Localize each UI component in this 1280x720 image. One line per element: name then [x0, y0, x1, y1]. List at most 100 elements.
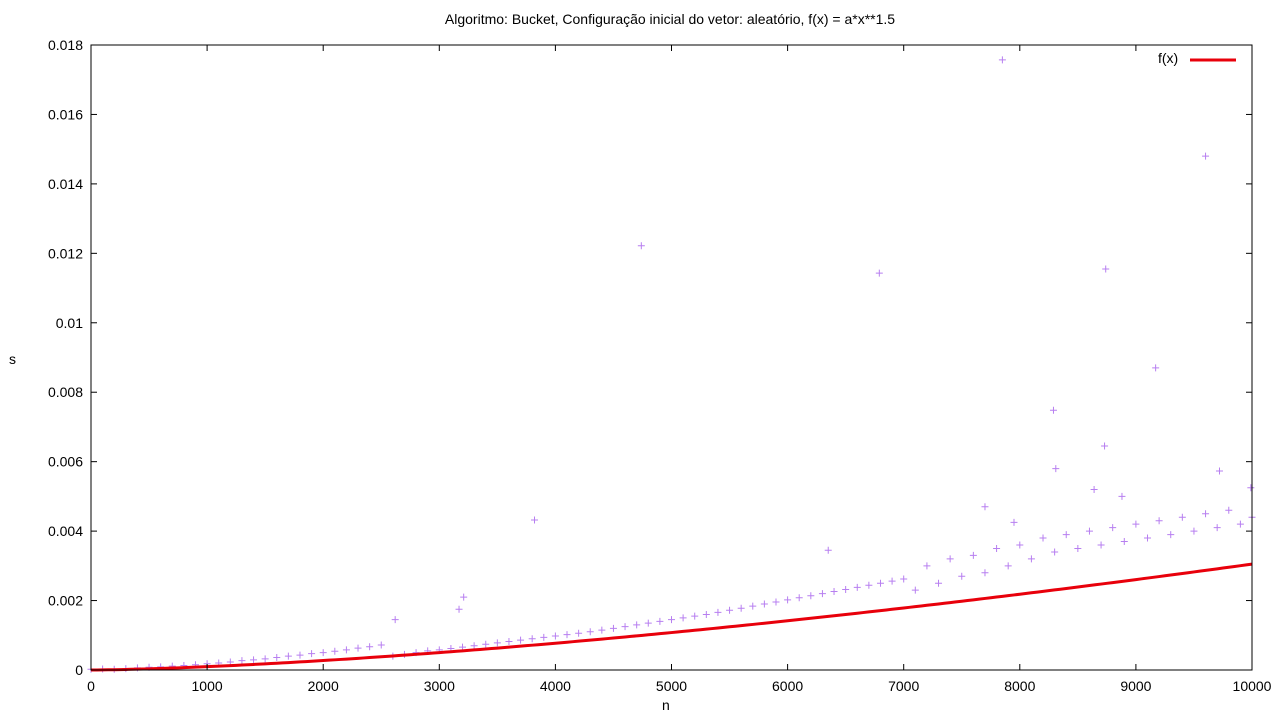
data-point — [551, 632, 559, 640]
data-point — [1178, 513, 1186, 521]
y-axis: 0 0.002 0.004 0.006 0.008 0.01 0.012 0.014 0.016… — [48, 37, 1252, 678]
y-tick-label: 0.018 — [48, 37, 83, 53]
x-tick-label: 9000 — [1120, 678, 1151, 694]
data-point — [1051, 548, 1059, 556]
y-tick-label: 0.006 — [48, 454, 83, 470]
y-tick-label: 0.012 — [48, 245, 83, 261]
data-point — [795, 594, 803, 602]
data-point — [1090, 485, 1098, 493]
data-point — [865, 581, 873, 589]
data-point — [366, 643, 374, 651]
data-point — [998, 56, 1006, 64]
data-point — [737, 604, 745, 612]
data-point — [818, 590, 826, 598]
y-tick-label: 0 — [75, 662, 83, 678]
data-point — [644, 619, 652, 627]
data-point — [1225, 506, 1233, 514]
data-point — [1202, 152, 1210, 160]
y-axis-label: s — [9, 351, 16, 367]
x-tick-label: 6000 — [772, 678, 803, 694]
data-point — [633, 621, 641, 629]
data-point — [726, 606, 734, 614]
data-point — [531, 516, 539, 524]
data-point — [1120, 538, 1128, 546]
data-point — [637, 242, 645, 250]
scatter-layer — [87, 56, 1256, 673]
data-point — [1118, 492, 1126, 500]
data-point — [969, 551, 977, 559]
data-point — [958, 572, 966, 580]
data-point — [842, 585, 850, 593]
data-point — [1097, 541, 1105, 549]
data-point — [1132, 520, 1140, 528]
data-point — [505, 638, 513, 646]
data-point — [923, 562, 931, 570]
data-point — [586, 628, 594, 636]
data-point — [284, 652, 292, 660]
data-point — [517, 636, 525, 644]
data-point — [1155, 517, 1163, 525]
data-point — [772, 598, 780, 606]
plot-frame — [90, 44, 1253, 671]
y-tick-label: 0.004 — [48, 523, 83, 539]
x-tick-label: 3000 — [424, 678, 455, 694]
data-point — [702, 610, 710, 618]
y-tick-label: 0.016 — [48, 106, 83, 122]
data-point — [1213, 524, 1221, 532]
series-line-f(x) — [90, 562, 1253, 672]
data-point — [493, 639, 501, 647]
data-point — [853, 583, 861, 591]
x-tick-label: 8000 — [1004, 678, 1035, 694]
data-point — [981, 569, 989, 577]
x-tick-label: 2000 — [308, 678, 339, 694]
data-point — [691, 612, 699, 620]
data-point — [1167, 531, 1175, 539]
data-point — [1027, 555, 1035, 563]
y-tick-label: 0.002 — [48, 593, 83, 609]
data-point — [1152, 364, 1160, 372]
y-tick-label: 0.014 — [48, 176, 83, 192]
data-point — [391, 616, 399, 624]
data-point — [784, 596, 792, 604]
data-point — [1190, 527, 1198, 535]
data-point — [1202, 510, 1210, 518]
data-point — [1074, 544, 1082, 552]
data-point — [319, 649, 327, 657]
data-point — [946, 555, 954, 563]
data-point — [714, 608, 722, 616]
data-point — [760, 600, 768, 608]
data-point — [342, 646, 350, 654]
data-point — [1004, 562, 1012, 570]
data-point — [1085, 527, 1093, 535]
data-point — [296, 651, 304, 659]
data-point — [875, 269, 883, 277]
data-point — [1016, 541, 1024, 549]
x-tick-label: 0 — [87, 678, 95, 694]
data-point — [470, 642, 478, 650]
data-point — [563, 631, 571, 639]
x-axis-label: n — [662, 697, 670, 713]
data-point — [888, 577, 896, 585]
data-point — [261, 655, 269, 663]
data-point — [540, 633, 548, 641]
y-tick-label: 0.01 — [56, 315, 83, 331]
data-point — [528, 635, 536, 643]
data-point — [598, 626, 606, 634]
data-point — [250, 656, 258, 664]
data-point — [807, 592, 815, 600]
legend-label-f(x): f(x) — [1158, 50, 1179, 66]
data-point — [824, 546, 832, 554]
data-point — [1101, 442, 1109, 450]
data-point — [331, 647, 339, 655]
data-point — [354, 644, 362, 652]
data-point — [609, 624, 617, 632]
chart-title: Algoritmo: Bucket, Configuração inicial … — [444, 11, 896, 27]
data-point — [876, 579, 884, 587]
data-point — [1215, 467, 1223, 475]
data-point — [238, 657, 246, 665]
data-point — [830, 588, 838, 596]
data-point — [1039, 534, 1047, 542]
data-point — [935, 579, 943, 587]
x-tick-label: 10000 — [1233, 678, 1272, 694]
data-point — [575, 629, 583, 637]
